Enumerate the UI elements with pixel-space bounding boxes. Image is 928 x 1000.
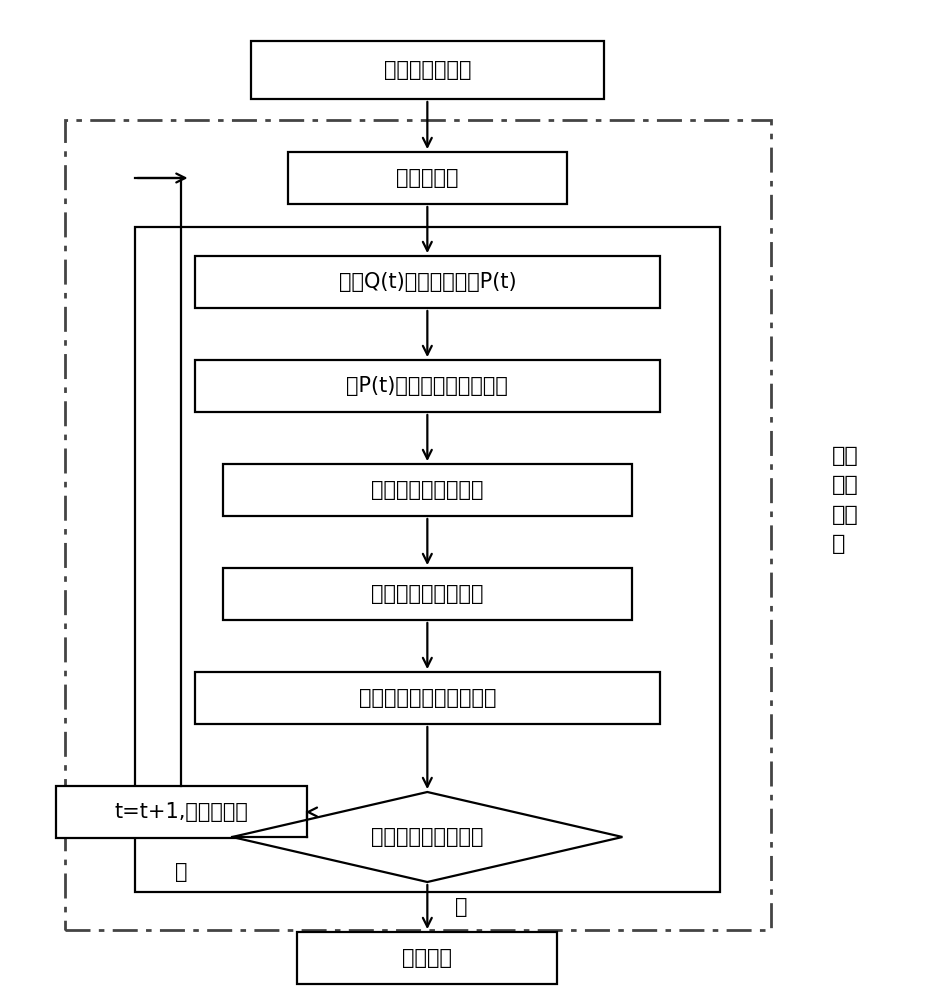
Bar bbox=[288, 152, 566, 204]
Text: 解码得到变量优化解: 解码得到变量优化解 bbox=[370, 480, 483, 500]
Text: 系统初始化: 系统初始化 bbox=[395, 168, 458, 188]
Bar bbox=[195, 672, 659, 724]
Text: 变电站数据收集: 变电站数据收集 bbox=[383, 60, 470, 80]
Bar bbox=[223, 568, 631, 620]
Bar bbox=[56, 786, 306, 838]
Text: 输出结果: 输出结果 bbox=[402, 948, 452, 968]
Bar bbox=[297, 932, 557, 984]
Bar bbox=[251, 41, 603, 99]
Text: 是: 是 bbox=[455, 897, 467, 917]
Text: 保存最佳个体及相关信息: 保存最佳个体及相关信息 bbox=[358, 688, 496, 708]
Text: 变电
站容
量配
置: 变电 站容 量配 置 bbox=[831, 446, 857, 554]
Bar bbox=[195, 360, 659, 412]
Bar bbox=[135, 227, 719, 892]
Bar bbox=[65, 120, 770, 930]
Bar bbox=[223, 464, 631, 516]
Text: t=t+1,量子门更新: t=t+1,量子门更新 bbox=[114, 802, 248, 822]
Text: 观测Q(t)的状态并产生P(t): 观测Q(t)的状态并产生P(t) bbox=[338, 272, 516, 292]
Text: 否: 否 bbox=[174, 862, 187, 882]
Bar bbox=[195, 256, 659, 308]
Text: 对P(t)中个体进行局部搜索: 对P(t)中个体进行局部搜索 bbox=[346, 376, 508, 396]
Text: 目标函数适应度评价: 目标函数适应度评价 bbox=[370, 584, 483, 604]
Polygon shape bbox=[232, 792, 622, 882]
Text: 是否满足终止条件？: 是否满足终止条件？ bbox=[370, 827, 483, 847]
